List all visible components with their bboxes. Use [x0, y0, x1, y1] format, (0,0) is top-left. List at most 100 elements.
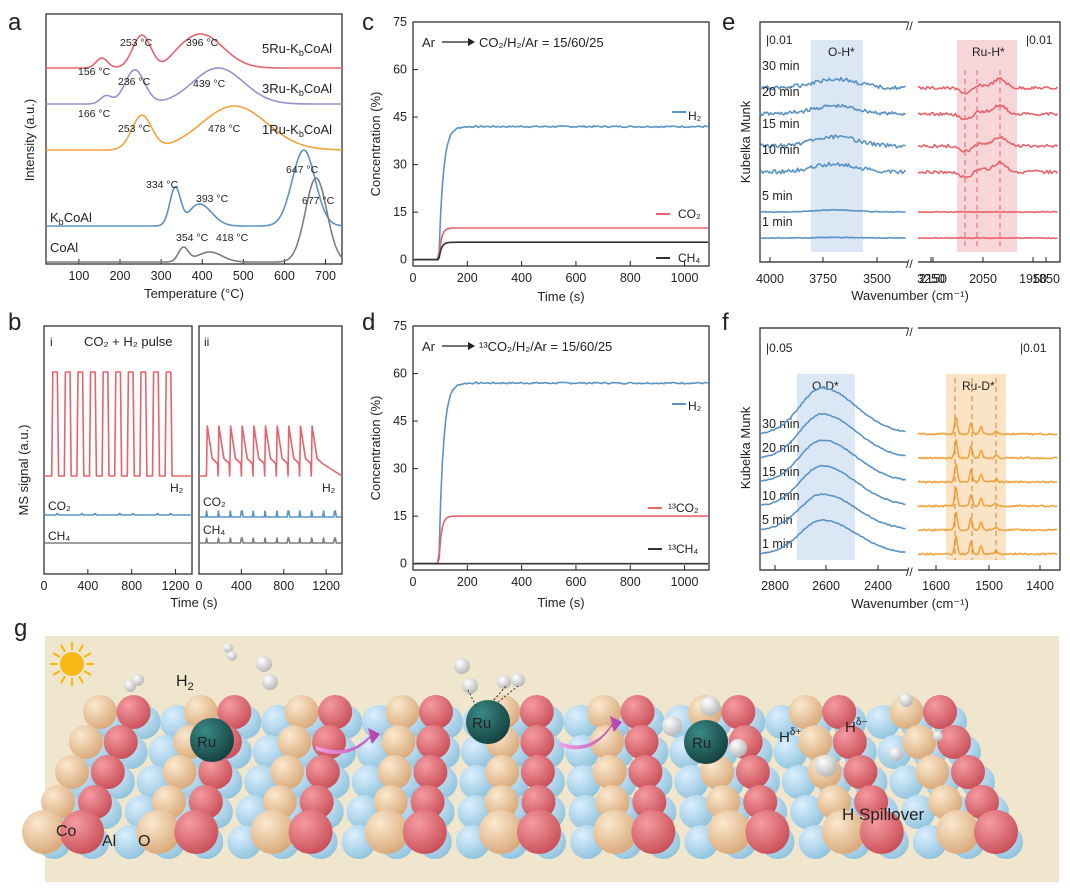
o-atom [620, 695, 655, 729]
spectrum-right [917, 439, 1058, 460]
o-atom [419, 695, 453, 729]
series-line-h2-i [44, 371, 192, 477]
series-line-h2-ii [199, 425, 343, 477]
band-label-oh: O-H* [828, 45, 855, 59]
co-atom [707, 810, 752, 854]
scheme-label-h-minus: Hδ− [845, 717, 867, 736]
al-atom [351, 765, 386, 799]
co-atom [788, 695, 823, 729]
scheme-label-co: Co [56, 823, 77, 840]
sun-ray [60, 644, 66, 653]
time-label: 30 min [762, 59, 800, 73]
x-tick-label: 500 [233, 269, 254, 283]
x-tick-label: 400 [511, 271, 532, 285]
scheme-label-al: Al [102, 833, 116, 850]
scheme-label-h2: H2 [176, 673, 194, 693]
panel-label-g: g [14, 615, 27, 642]
spectrum-left [759, 439, 906, 483]
subpanel-label-i: i [50, 335, 53, 349]
peak-anno: 156 °C [78, 66, 111, 78]
y-tick-label: 45 [393, 110, 407, 124]
x-tick-label: 2150 [919, 272, 947, 286]
series-label-ch4-ii: CH₄ [203, 523, 225, 537]
spectrum-left [759, 412, 906, 459]
x-tick-label: 2400 [864, 579, 892, 593]
x-tick-label: 700 [315, 269, 336, 283]
time-label: 1 min [762, 215, 793, 229]
panel-d-title-arrowhead [468, 342, 475, 350]
hydrogen-atom [227, 651, 237, 661]
series-line-ch4-ii [199, 537, 342, 544]
sun-ray [60, 675, 66, 684]
peak-anno: 166 °C [78, 108, 111, 120]
co-atom [902, 725, 937, 759]
panel-a-ylabel: Intensity (a.u.) [22, 99, 37, 181]
axis-break: // [906, 257, 913, 271]
bond-line [467, 689, 477, 707]
o-atom [974, 810, 1018, 854]
al-atom [790, 795, 825, 829]
hydrogen-atom [511, 673, 525, 687]
scheme-label-ru-2: Ru [472, 715, 491, 732]
x-tick-label: 600 [566, 271, 587, 285]
y-tick-label: 30 [393, 462, 407, 476]
o-atom [312, 725, 347, 759]
co-atom [83, 695, 117, 729]
time-label: 20 min [762, 441, 800, 455]
series-line-1Ru-KbCoAl [46, 105, 342, 151]
hydrogen-atom [462, 678, 478, 694]
o-atom [843, 755, 878, 789]
panel-b-ii-frame [198, 325, 343, 575]
panel-a-tpr-chart: Intensity (a.u.) Temperature (°C) 100 200… [22, 13, 343, 301]
co-atom [478, 810, 523, 854]
x-tick-label: 800 [121, 579, 142, 593]
panel-label-c: c [362, 9, 374, 36]
co-atom [915, 755, 950, 789]
series-label-h2: H₂ [688, 109, 702, 123]
series-line-5Ru-KbCoAl [46, 33, 342, 69]
co-atom [484, 785, 519, 819]
series-line-CO₂ [413, 227, 708, 261]
o-atom [413, 755, 448, 789]
x-tick-label: 2050 [969, 272, 997, 286]
subpanel-label-ii: ii [204, 335, 209, 349]
spectrum-left [759, 134, 906, 149]
spectrum-right [917, 511, 1058, 532]
y-tick-label: 75 [393, 319, 407, 333]
band-label-ruh: Ru-H* [972, 45, 1005, 59]
series-label-3ru: 3Ru-KbCoAl [262, 81, 332, 98]
series-line-H₂ [413, 381, 708, 565]
hydrogen-atom [933, 731, 943, 741]
o-atom [521, 785, 556, 819]
spectrum-right [917, 135, 1059, 153]
x-tick-label: 800 [620, 575, 641, 589]
series-line-co2-ii [199, 510, 342, 518]
series-line-H₂ [413, 125, 709, 261]
spectrum-left [759, 493, 906, 531]
bond-line [493, 685, 507, 701]
y-tick-label: 15 [393, 205, 407, 219]
o-atom [951, 755, 985, 789]
o-atom [288, 810, 333, 854]
x-tick-label: 100 [68, 269, 89, 283]
co-atom [798, 725, 833, 759]
co-atom [162, 755, 197, 789]
x-tick-label: 600 [274, 269, 295, 283]
al-atom [901, 795, 936, 829]
panel-d-ylabel: Concentration (%) [368, 396, 383, 501]
co-atom [377, 755, 412, 789]
o-atom [90, 755, 125, 789]
sun-ray [83, 652, 92, 658]
series-label-co2-i: CO₂ [48, 499, 71, 513]
hydrogen-atom [662, 716, 682, 736]
o-atom [721, 695, 756, 729]
o-atom [103, 725, 138, 759]
x-tick-label: 2800 [761, 579, 789, 593]
hydrogen-atom [899, 693, 913, 707]
scheme-label-o: O [138, 833, 150, 850]
o-atom [631, 810, 676, 854]
peak-anno: 439 °C [193, 78, 226, 90]
x-tick-label: 1200 [162, 579, 190, 593]
panel-label-d: d [362, 309, 375, 336]
